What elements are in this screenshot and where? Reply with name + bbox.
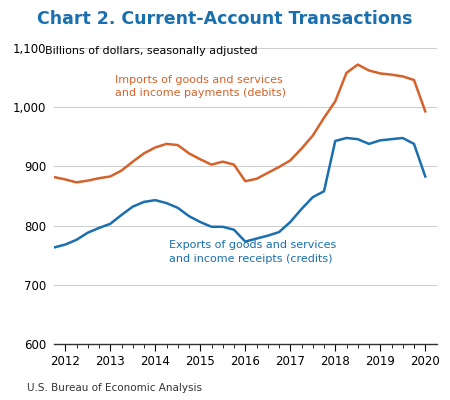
Text: Billions of dollars, seasonally adjusted: Billions of dollars, seasonally adjusted (45, 46, 257, 56)
Text: U.S. Bureau of Economic Analysis: U.S. Bureau of Economic Analysis (27, 383, 202, 393)
Text: Chart 2. Current-Account Transactions: Chart 2. Current-Account Transactions (37, 10, 413, 28)
Text: Imports of goods and services
and income payments (debits): Imports of goods and services and income… (115, 75, 286, 98)
Text: Exports of goods and services
and income receipts (credits): Exports of goods and services and income… (169, 240, 336, 264)
